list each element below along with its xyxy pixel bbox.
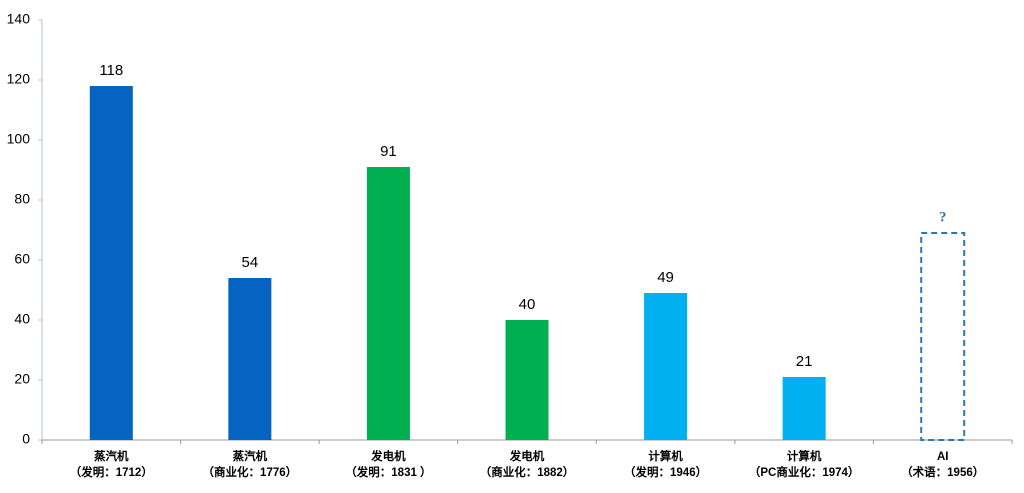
- y-tick-label: 20: [14, 371, 30, 387]
- y-tick-label: 0: [22, 431, 30, 447]
- x-tick-label: 蒸汽机: [233, 449, 268, 463]
- y-tick-label: 120: [7, 71, 31, 87]
- bar: [920, 232, 966, 441]
- y-tick-label: 140: [7, 11, 31, 27]
- x-tick-label: 蒸汽机: [94, 449, 129, 463]
- bar: [366, 167, 410, 440]
- value-label: 91: [380, 143, 397, 160]
- x-tick-label: 计算机: [648, 449, 683, 463]
- x-tick-label: （发明：1831 ）: [345, 465, 431, 479]
- x-tick-label: （发明：1946）: [624, 465, 707, 479]
- x-tick-label: AI: [937, 451, 949, 463]
- x-tick-label: 发电机: [370, 449, 406, 463]
- y-tick-label: 60: [14, 251, 30, 267]
- value-label: 40: [519, 296, 536, 313]
- x-tick-label: （PC商业化：1974）: [749, 465, 860, 479]
- value-label: ?: [939, 209, 947, 225]
- bar: [89, 86, 133, 440]
- x-tick-label: （术语：1956）: [901, 465, 984, 479]
- bar: [644, 293, 688, 440]
- x-tick-label: 发电机: [509, 449, 545, 463]
- x-tick-label: 计算机: [787, 449, 822, 463]
- bar: [782, 377, 826, 440]
- y-tick-label: 100: [7, 131, 31, 147]
- value-label: 49: [657, 269, 674, 286]
- y-tick-label: 40: [14, 311, 30, 327]
- y-tick-label: 80: [14, 191, 30, 207]
- x-tick-label: （商业化：1776）: [203, 465, 298, 479]
- value-label: 54: [242, 254, 259, 271]
- bar: [228, 278, 272, 440]
- value-label: 21: [796, 353, 813, 370]
- bar: [505, 320, 549, 440]
- x-tick-label: （发明：1712）: [70, 465, 153, 479]
- value-label: 118: [99, 62, 123, 79]
- x-tick-label: （商业化：1882）: [480, 465, 575, 479]
